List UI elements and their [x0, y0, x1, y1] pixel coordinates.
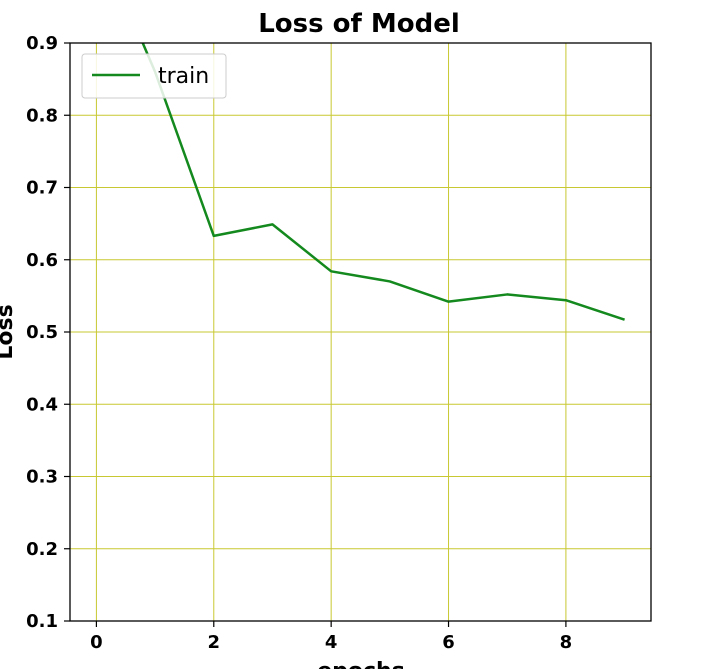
grid-lines — [70, 42, 651, 622]
chart-title: Loss of Model — [258, 9, 460, 39]
y-tick-label: 0.2 — [26, 539, 58, 560]
x-tick-label: 6 — [442, 632, 455, 653]
y-tick-label: 0.3 — [26, 467, 58, 488]
y-tick-label: 0.7 — [26, 178, 58, 199]
x-tick-label: 2 — [208, 632, 221, 653]
y-tick-label: 0.1 — [26, 611, 58, 632]
series-line-train — [141, 43, 625, 321]
y-tick-label: 0.8 — [26, 105, 58, 126]
x-tick-label: 0 — [90, 632, 103, 653]
y-axis-ticks: 0.1 0.2 0.3 0.4 0.5 0.6 0.7 0.8 0.9 — [26, 33, 70, 632]
x-tick-label: 8 — [560, 632, 573, 653]
x-axis-label: epochs — [317, 659, 405, 669]
x-tick-label: 4 — [325, 632, 338, 653]
y-tick-label: 0.9 — [26, 33, 58, 54]
y-axis-label: Loss — [0, 304, 18, 359]
series-lines — [141, 43, 625, 321]
legend-box — [81, 53, 227, 99]
y-tick-label: 0.4 — [26, 394, 58, 415]
y-tick-label: 0.5 — [26, 322, 58, 343]
legend: train — [81, 53, 227, 99]
x-axis-ticks: 0 2 4 6 8 — [90, 621, 572, 653]
legend-label-train: train — [158, 64, 209, 89]
y-tick-label: 0.6 — [26, 250, 58, 271]
